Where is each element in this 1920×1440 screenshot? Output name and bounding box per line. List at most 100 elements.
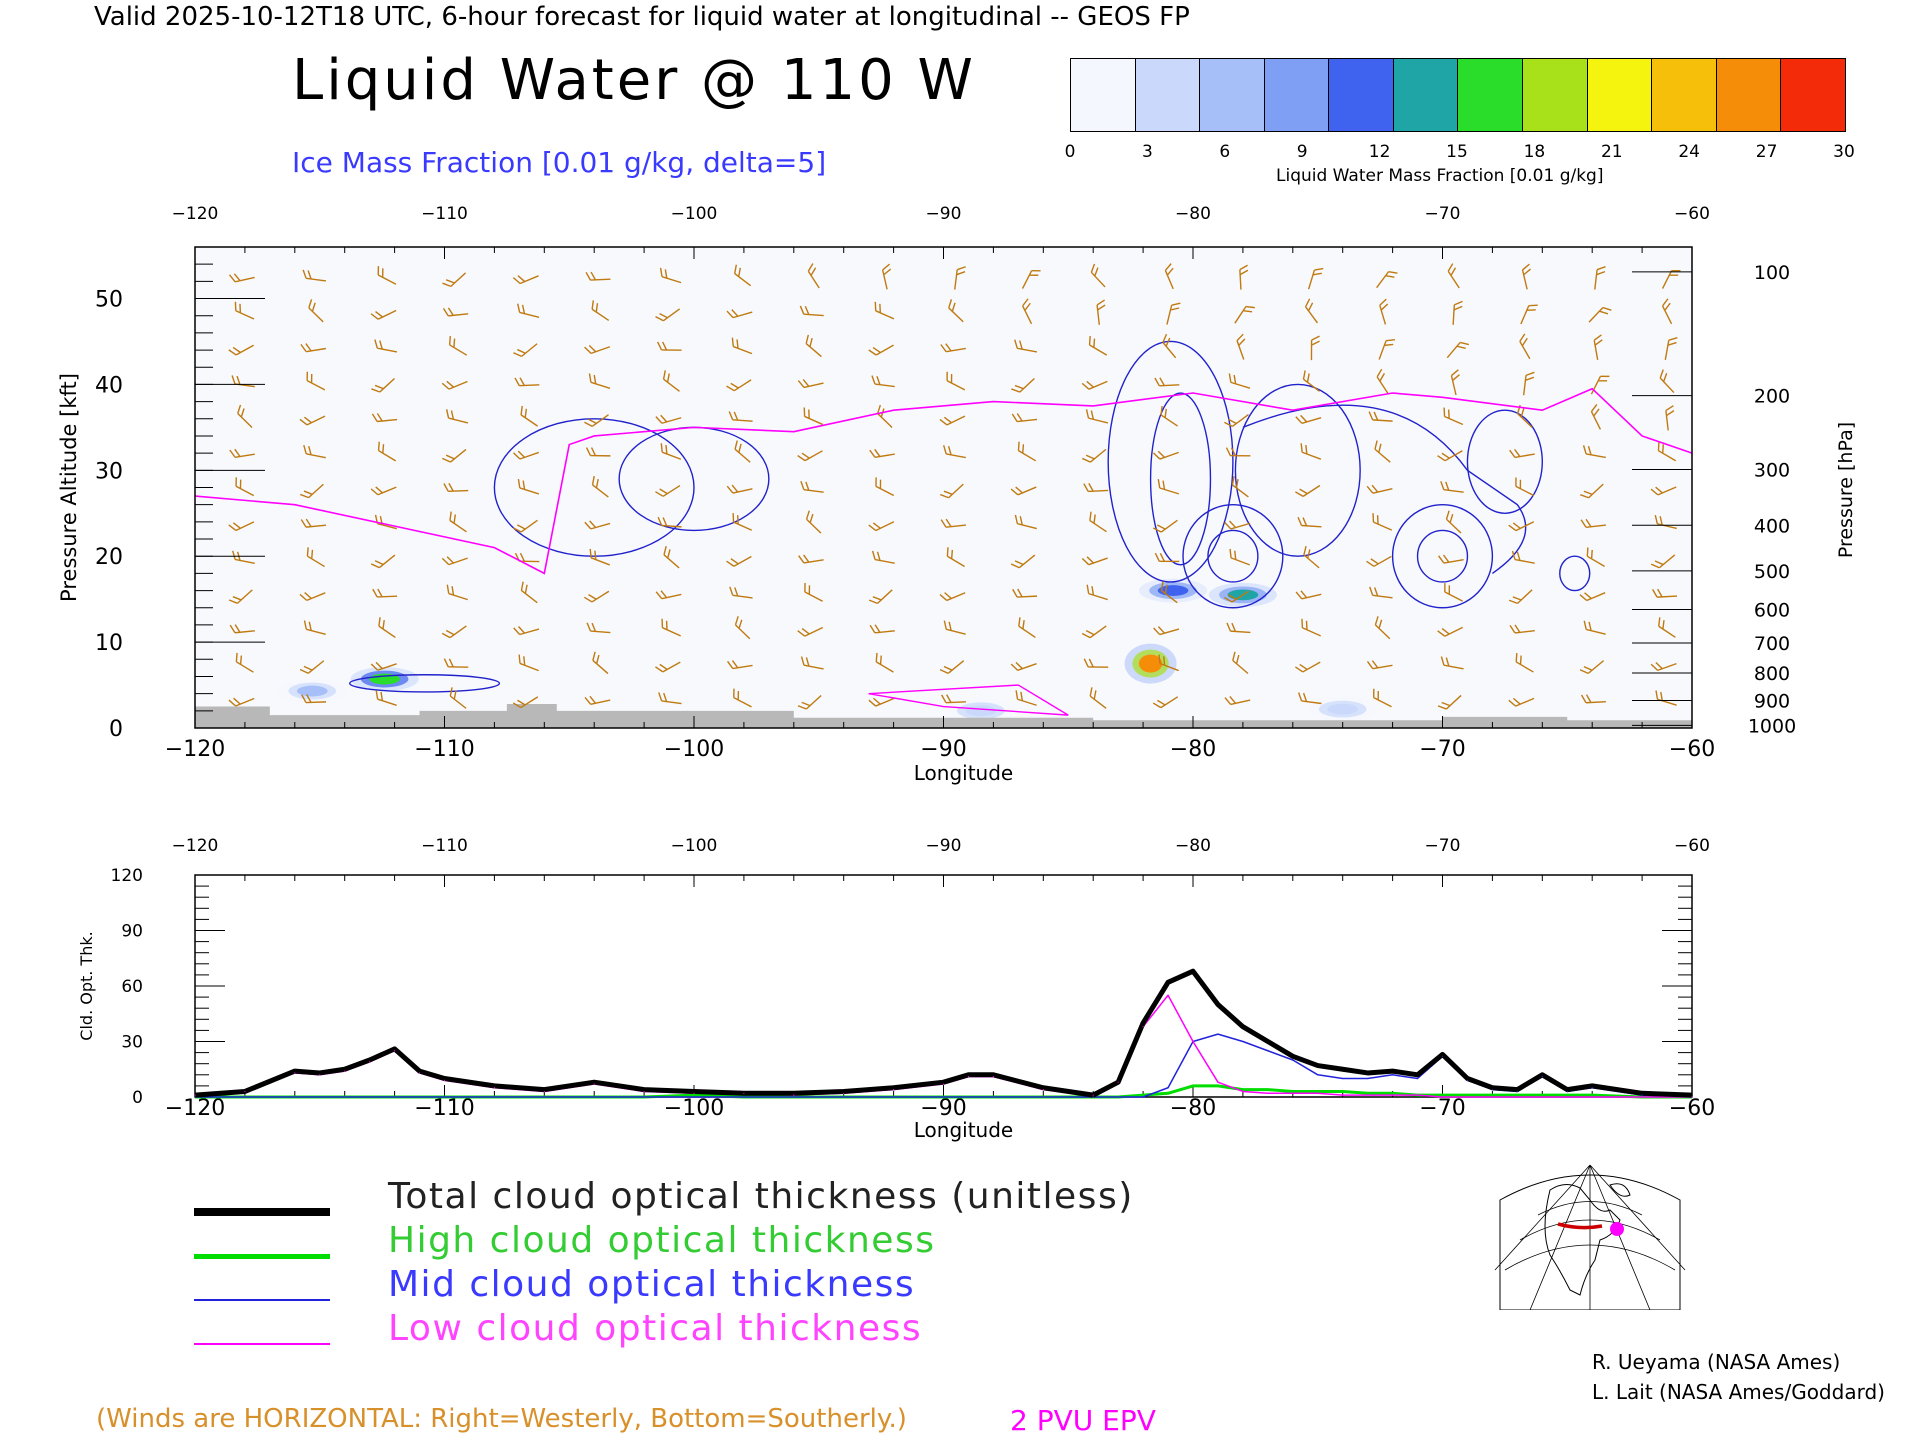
wind-barb bbox=[299, 592, 326, 602]
wind-barb bbox=[1522, 371, 1535, 396]
ice-contour bbox=[1107, 340, 1234, 583]
wind-barb bbox=[1081, 556, 1108, 566]
wind-barb bbox=[1154, 377, 1180, 387]
data-point bbox=[194, 1096, 196, 1098]
wind-barb bbox=[1010, 661, 1037, 671]
wind-barb bbox=[1379, 298, 1389, 325]
wind-barb bbox=[939, 592, 966, 602]
wind-barb bbox=[1166, 302, 1181, 325]
wind-barb bbox=[512, 696, 539, 709]
wind-barb bbox=[1508, 589, 1533, 605]
x-tick-label: −70 bbox=[1419, 1096, 1465, 1121]
pressure-tick-label: 400 bbox=[1754, 515, 1790, 537]
data-point bbox=[1267, 1089, 1269, 1091]
data-point bbox=[244, 1096, 246, 1098]
ice-contour bbox=[1242, 404, 1527, 574]
wind-barb bbox=[871, 375, 895, 388]
wind-barb bbox=[655, 308, 681, 322]
surface-terrain bbox=[195, 703, 1692, 728]
x-tick-label-top: −110 bbox=[421, 836, 468, 856]
wind-barb bbox=[733, 688, 752, 708]
subtitle: Ice Mass Fraction [0.01 g/kg, delta=5] bbox=[292, 146, 827, 179]
wind-barb bbox=[1154, 552, 1180, 563]
wind-barb bbox=[939, 415, 966, 426]
colorbar-tick-label: 9 bbox=[1296, 142, 1308, 162]
wind-barb bbox=[868, 697, 895, 707]
y-tick-label: 40 bbox=[95, 373, 123, 398]
pressure-tick-label: 200 bbox=[1754, 386, 1790, 408]
data-point bbox=[1292, 1092, 1294, 1094]
data-point bbox=[1691, 1094, 1693, 1096]
wind-barb bbox=[732, 513, 753, 531]
wind-barb bbox=[370, 486, 397, 496]
wind-barb bbox=[228, 589, 253, 604]
data-point bbox=[893, 1096, 895, 1098]
data-point bbox=[1092, 1094, 1094, 1096]
data-point bbox=[1242, 1090, 1244, 1093]
ice-contour bbox=[1559, 555, 1591, 592]
wind-barb bbox=[655, 484, 681, 497]
wind-barb bbox=[805, 510, 822, 534]
wind-barb bbox=[1659, 369, 1675, 394]
data-point bbox=[1267, 1040, 1269, 1043]
data-point bbox=[1566, 1096, 1568, 1098]
data-point bbox=[394, 1050, 396, 1052]
x-tick-label: −100 bbox=[664, 1096, 724, 1121]
wind-barb bbox=[662, 370, 680, 392]
data-point bbox=[344, 1070, 346, 1072]
data-point bbox=[1242, 1089, 1244, 1091]
wind-barb bbox=[237, 404, 253, 429]
data-point bbox=[1641, 1092, 1643, 1094]
wind-barb bbox=[584, 695, 611, 706]
data-point bbox=[493, 1087, 495, 1089]
wind-barb bbox=[589, 548, 611, 566]
wind-barb bbox=[1447, 263, 1460, 289]
wind-barb bbox=[946, 547, 965, 568]
wind-barb bbox=[1444, 583, 1463, 602]
data-point bbox=[1317, 1064, 1319, 1067]
wind-barb bbox=[512, 275, 539, 285]
map-outer-boundary bbox=[1499, 1174, 1681, 1310]
colorbar-segment bbox=[1264, 59, 1330, 131]
wind-barb bbox=[868, 344, 894, 356]
liquid-water-patch bbox=[1327, 703, 1358, 715]
wind-barb bbox=[1014, 514, 1037, 530]
wind-barb bbox=[1152, 450, 1179, 460]
x-tick-label: −80 bbox=[1170, 1096, 1216, 1121]
colorbar-segment bbox=[1071, 59, 1136, 131]
data-point bbox=[1591, 1085, 1593, 1087]
wind-barb bbox=[871, 550, 895, 564]
wind-barb bbox=[1366, 555, 1392, 567]
wind-barb bbox=[1081, 380, 1108, 390]
wind-barb bbox=[1652, 588, 1678, 598]
pressure-tick-label: 800 bbox=[1754, 663, 1790, 685]
data-point bbox=[319, 1074, 321, 1076]
wind-barb bbox=[805, 334, 822, 358]
data-point bbox=[1217, 1033, 1219, 1035]
wind-barb bbox=[1301, 618, 1321, 637]
wind-barb bbox=[663, 545, 680, 569]
legend-line-low bbox=[194, 1343, 330, 1345]
map-coastlines bbox=[1544, 1183, 1631, 1296]
data-point bbox=[1217, 1085, 1219, 1087]
wind-barb bbox=[797, 694, 822, 710]
wind-barb bbox=[1083, 658, 1109, 668]
wind-barb bbox=[306, 371, 326, 391]
data-point bbox=[244, 1090, 246, 1093]
y-tick-label: 10 bbox=[95, 631, 123, 656]
wind-barb bbox=[1665, 405, 1675, 431]
x-tick-label-top: −100 bbox=[671, 204, 718, 224]
wind-barb bbox=[372, 588, 398, 598]
wind-barb bbox=[1018, 617, 1036, 638]
wind-barb bbox=[797, 626, 824, 637]
wind-barb bbox=[1295, 414, 1322, 424]
colorbar-tick-label: 0 bbox=[1064, 142, 1076, 162]
y-tick-label: 30 bbox=[95, 459, 123, 484]
top-title: Valid 2025-10-12T18 UTC, 6-hour forecast… bbox=[94, 2, 1190, 32]
data-point bbox=[942, 1081, 945, 1083]
wind-barb bbox=[1593, 334, 1603, 361]
wind-barb bbox=[1664, 337, 1678, 361]
wind-barb bbox=[1579, 660, 1605, 675]
data-point bbox=[693, 1096, 695, 1098]
wind-barb bbox=[868, 521, 895, 532]
